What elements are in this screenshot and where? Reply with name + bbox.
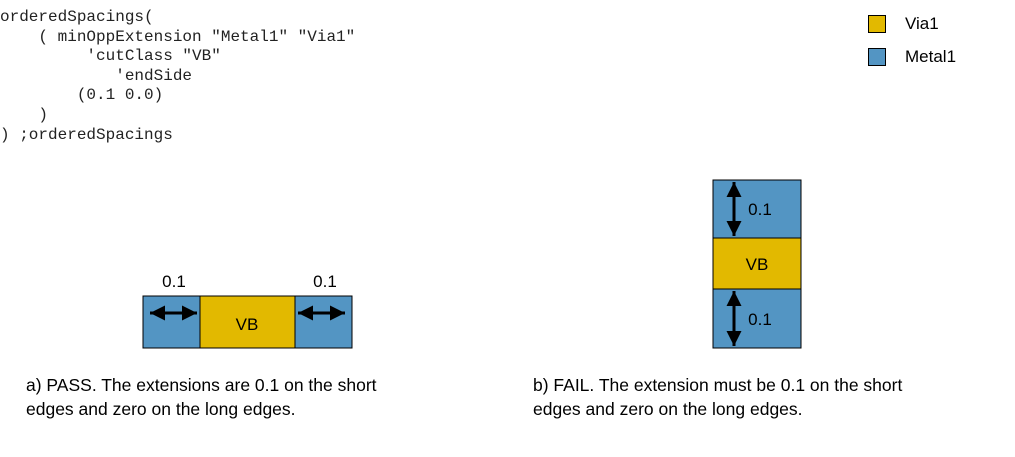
code-line: orderedSpacings( <box>0 8 154 26</box>
legend-item-metal1: Metal1 <box>868 45 956 69</box>
caption-b-line-2: edges and zero on the long edges. <box>533 399 803 419</box>
top-extension-value: 0.1 <box>748 200 772 219</box>
code-line: 'endSide <box>0 66 193 85</box>
left-extension-value: 0.1 <box>162 272 186 291</box>
via-label-a: VB <box>236 315 259 334</box>
legend-label-via1: Via1 <box>905 14 939 33</box>
code-line: 'cutClass "VB" <box>0 47 221 66</box>
via1-swatch <box>868 15 886 33</box>
code-line: ) <box>0 105 49 124</box>
caption-a-line-2: edges and zero on the long edges. <box>26 399 296 419</box>
caption-a-line-1: a) PASS. The extensions are 0.1 on the s… <box>26 375 377 395</box>
diagram-b-fail: VB 0.1 0.1 <box>712 179 802 349</box>
caption-b-line-1: b) FAIL. The extension must be 0.1 on th… <box>533 375 903 395</box>
metal1-left-extension <box>142 295 201 349</box>
caption-a: a) PASS. The extensions are 0.1 on the s… <box>26 373 377 421</box>
metal1-right-extension <box>294 295 353 349</box>
via-label-b: VB <box>746 255 769 274</box>
code-line: ( minOppExtension "Metal1" "Via1" <box>0 27 356 46</box>
bottom-extension-value: 0.1 <box>748 310 772 329</box>
caption-b: b) FAIL. The extension must be 0.1 on th… <box>533 373 902 421</box>
diagram-a-pass: VB 0.1 0.1 <box>142 272 353 349</box>
legend-label-metal1: Metal1 <box>905 47 957 66</box>
metal1-swatch <box>868 48 886 66</box>
legend: Via1 Metal1 <box>868 12 956 78</box>
rule-code-block: orderedSpacings( ( minOppExtension "Meta… <box>0 8 355 145</box>
legend-item-via1: Via1 <box>868 12 956 36</box>
code-line: (0.1 0.0) <box>0 86 164 105</box>
code-line: ) ;orderedSpacings <box>0 125 173 144</box>
via1-cut <box>712 237 802 290</box>
right-extension-value: 0.1 <box>313 272 337 291</box>
